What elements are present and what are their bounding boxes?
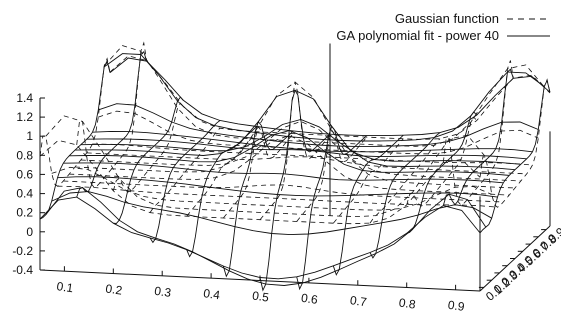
ga-polynomial-fit-surface-column-line bbox=[259, 89, 331, 292]
ga-polynomial-fit-surface-column-line bbox=[332, 134, 404, 276]
gaussian-function-surface-row-line bbox=[86, 152, 527, 175]
ga-polynomial-fit-surface-column-line bbox=[113, 96, 184, 224]
x-tick-label: 0.2 bbox=[105, 281, 124, 297]
z-tick-label: 0 bbox=[26, 225, 33, 239]
gaussian-function-surface-column-line bbox=[259, 81, 331, 220]
ga-polynomial-fit-surface-row-line bbox=[39, 196, 481, 280]
legend-label-ga-fit: GA polynomial fit - power 40 bbox=[336, 28, 499, 43]
z-tick-label: 0.6 bbox=[16, 167, 33, 181]
legend-label-gaussian: Gaussian function bbox=[395, 11, 499, 26]
ga-polynomial-fit-surface-column-line bbox=[222, 120, 294, 278]
gaussian-function-surface-column-line bbox=[442, 60, 514, 206]
ga-polynomial-fit-surface-column-line bbox=[479, 79, 551, 234]
ga-polynomial-fit-surface-column-line bbox=[149, 120, 221, 244]
gaussian-function-surface-column-line bbox=[296, 129, 368, 222]
gaussian-function-surface-row-line bbox=[63, 180, 504, 203]
ga-polynomial-fit-surface-column-line bbox=[369, 132, 441, 259]
ga-polynomial-fit-surface-row-line bbox=[103, 53, 545, 142]
ga-polynomial-fit-surface-column-line bbox=[39, 59, 111, 220]
ga-polynomial-fit-surface-column-line bbox=[76, 50, 148, 198]
gaussian-function-surface-row-line bbox=[80, 120, 521, 182]
gaussian-function-surface-column-line bbox=[76, 41, 148, 189]
x-tick-label: 0.1 bbox=[56, 279, 75, 295]
legend: Gaussian function GA polynomial fit - po… bbox=[336, 11, 550, 43]
z-tick-label: 0.8 bbox=[16, 148, 33, 162]
gaussian-function-surface-row-line bbox=[39, 139, 481, 225]
gaussian-function-surface-column-line bbox=[479, 78, 551, 208]
gaussian-function-surface-row-line bbox=[69, 134, 510, 196]
gaussian-function-surface-column-line bbox=[369, 138, 441, 224]
x-tick-label: 0.6 bbox=[300, 291, 319, 307]
ga-polynomial-fit-surface-column-line bbox=[406, 111, 478, 234]
x-tick-label: 0.4 bbox=[202, 286, 221, 302]
x-tick-label: 0.3 bbox=[154, 284, 173, 300]
z-tick-label: -0.2 bbox=[12, 244, 33, 258]
gaussian-function-surface-row-line bbox=[92, 143, 533, 166]
x-tick-label: 0.7 bbox=[349, 293, 368, 309]
ga-polynomial-fit-surface-row-line bbox=[98, 103, 539, 147]
gaussian-function-surface-column-line bbox=[332, 138, 404, 224]
plot-frame bbox=[39, 43, 551, 292]
x-tick-label: 0.5 bbox=[251, 288, 270, 304]
x-tick-label: 0.8 bbox=[398, 295, 417, 311]
ga-polynomial-fit-surface-column-line bbox=[186, 126, 258, 258]
ga-polynomial-fit-surface-column-line bbox=[296, 125, 368, 291]
ga-polynomial-fit-surface-column-line bbox=[442, 68, 514, 206]
ga-polynomial-fit-surface-row-line bbox=[45, 187, 487, 286]
gaussian-function-surface-column-line bbox=[149, 127, 221, 213]
gaussian-function-surface-column-line bbox=[186, 131, 258, 217]
axis-ticks: 1.4 1.2 1 0.8 0.6 0.4 0.2 0 -0.2 -0.4 0.1 0.2 0.3 0.4… bbox=[12, 91, 561, 314]
z-tick-label: 1.4 bbox=[16, 91, 33, 105]
z-tick-label: -0.4 bbox=[12, 263, 33, 277]
z-tick-label: 1 bbox=[26, 129, 33, 143]
ga-polynomial-fit-surface bbox=[39, 50, 551, 292]
x-tick-label: 0.9 bbox=[447, 298, 466, 314]
z-tick-label: 0.4 bbox=[16, 187, 33, 201]
gaussian-function-surface-column-line bbox=[39, 57, 111, 187]
z-tick-label: 0.2 bbox=[16, 206, 33, 220]
z-tick-label: 1.2 bbox=[16, 110, 33, 124]
